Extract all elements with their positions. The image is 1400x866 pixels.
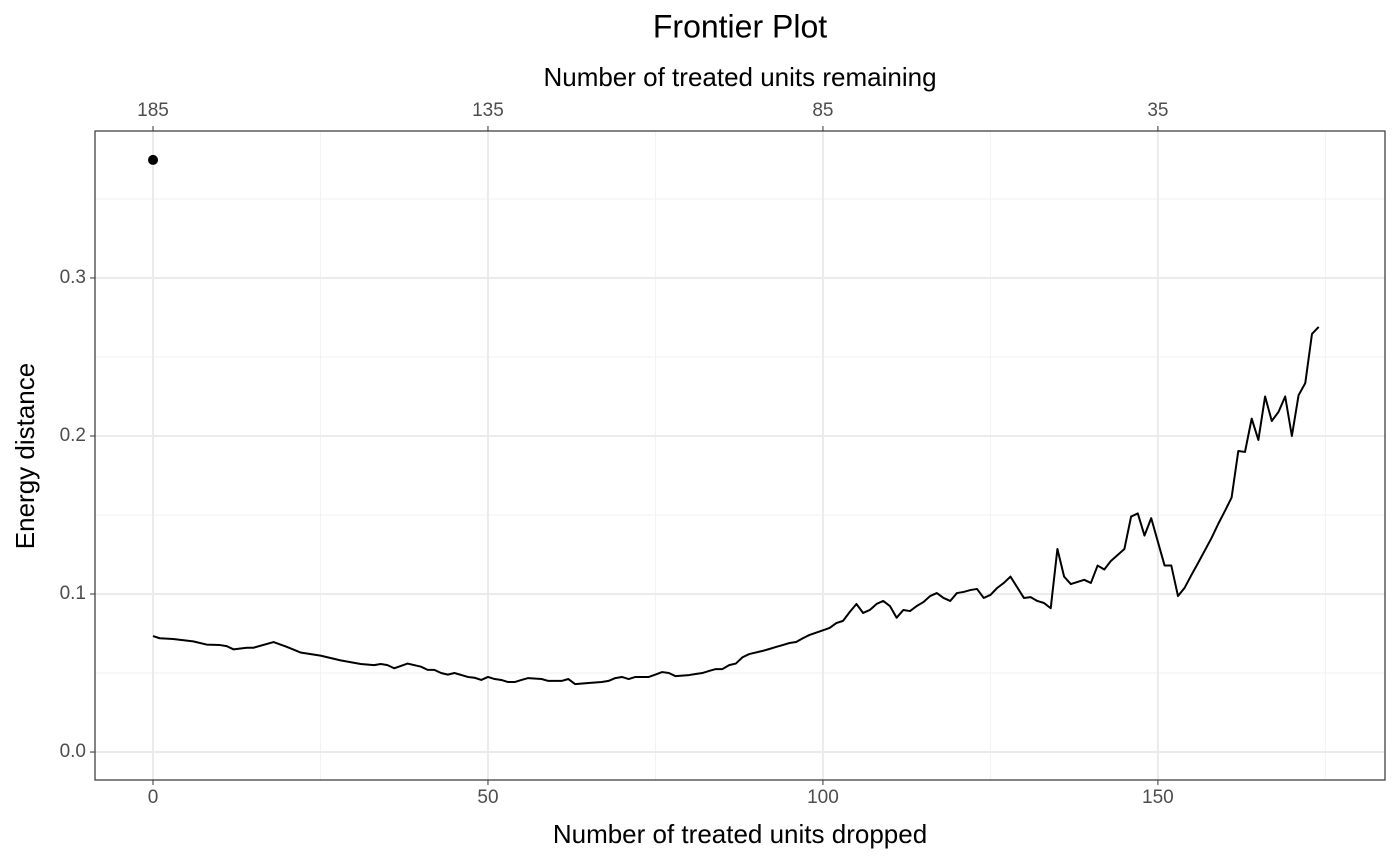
panel-border <box>94 130 1386 781</box>
x-tick-label: 150 <box>1142 787 1174 808</box>
y-tick-label: 0.0 <box>60 741 86 762</box>
y-tick-label: 0.2 <box>60 425 86 446</box>
point <box>148 154 159 165</box>
chart-title: Frontier Plot <box>653 8 827 44</box>
top-tick-label: 35 <box>1147 100 1168 121</box>
line <box>152 326 1320 686</box>
x-tick-label: 0 <box>148 787 159 808</box>
top-axis-title: Number of treated units remaining <box>543 62 936 92</box>
x-tick-label: 50 <box>477 787 498 808</box>
x-axis-title: Number of treated units dropped <box>553 819 927 849</box>
y-axis-title: Energy distance <box>10 363 40 549</box>
top-tick-label: 85 <box>812 100 833 121</box>
x-tick-label: 100 <box>807 787 839 808</box>
y-tick-label: 0.3 <box>60 267 86 288</box>
top-tick-label: 135 <box>472 100 504 121</box>
y-tick-label: 0.1 <box>60 583 86 604</box>
top-tick-label: 185 <box>137 100 169 121</box>
